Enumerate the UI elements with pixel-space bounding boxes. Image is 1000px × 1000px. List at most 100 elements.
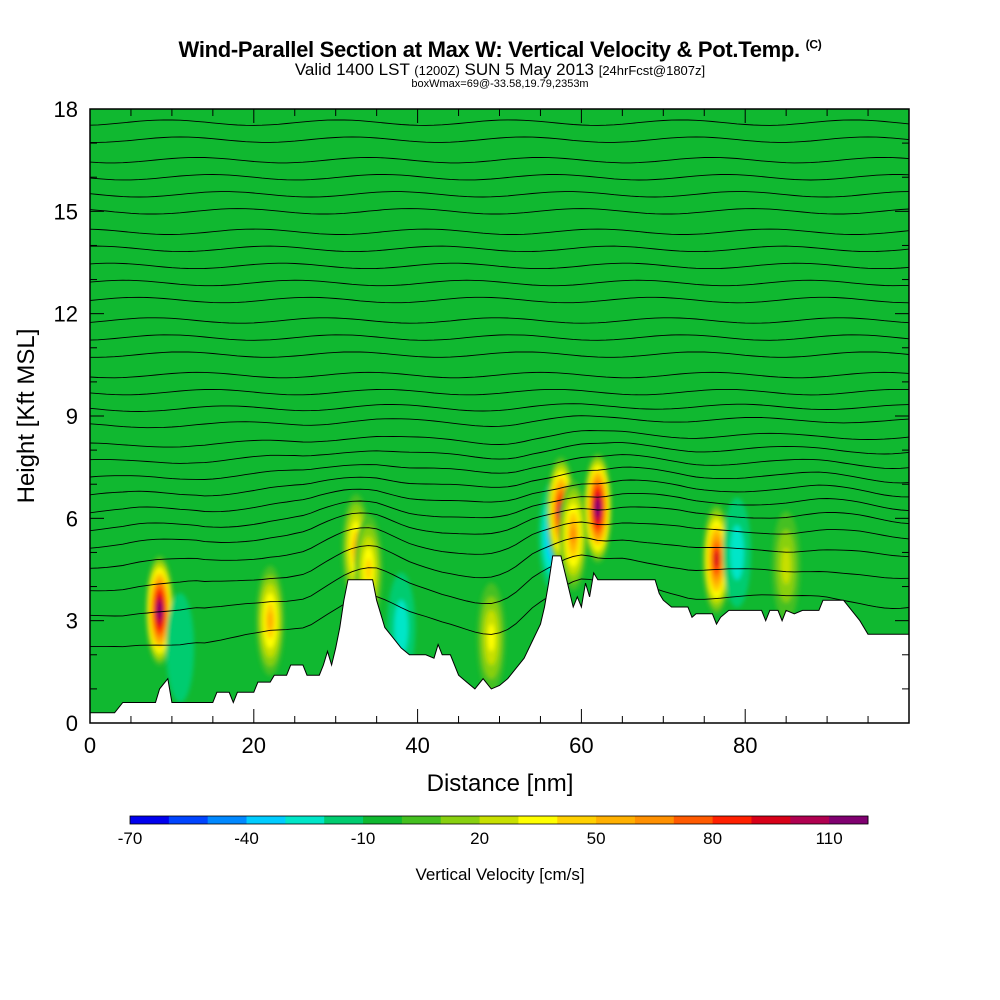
valid-utc: (1200Z) xyxy=(414,63,460,78)
colorbar-tick-label: 80 xyxy=(703,829,722,848)
isentrope-line xyxy=(90,479,909,514)
x-axis-label: Distance [nm] xyxy=(427,770,574,797)
isentrope-line xyxy=(90,430,909,448)
velocity-contour xyxy=(394,599,409,655)
velocity-contour xyxy=(487,623,495,652)
isentrope-line xyxy=(90,388,909,396)
y-tick-label: 15 xyxy=(54,199,78,224)
colorbar-frame xyxy=(129,815,869,825)
velocity-contour xyxy=(570,527,577,544)
forecast-info: [24hrFcst@1807z] xyxy=(598,63,706,78)
x-tick-label: 60 xyxy=(569,733,593,758)
x-tick-label: 40 xyxy=(405,733,429,758)
y-axis: 0 3 6 9 12 15 18 xyxy=(54,97,909,736)
velocity-feature xyxy=(702,504,731,615)
velocity-feature xyxy=(477,582,506,693)
isentrope-line xyxy=(90,245,909,253)
colorbar-tick-label: -40 xyxy=(234,829,259,848)
isentrope-line xyxy=(90,403,909,412)
colorbar-swatch xyxy=(363,816,403,824)
chart-title: Wind-Parallel Section at Max W: Vertical… xyxy=(0,37,1000,63)
isentrope-line xyxy=(90,521,909,569)
isentrope-line xyxy=(90,119,909,126)
isentrope-line xyxy=(90,506,909,549)
isentrope-line xyxy=(90,492,909,532)
x-axis: 0 20 40 60 80 xyxy=(84,109,910,758)
isentrope-line xyxy=(90,415,909,429)
y-axis-label: Height [Kft MSL] xyxy=(13,329,40,504)
colorbar-swatch xyxy=(324,816,364,824)
colorbar-label: Vertical Velocity [cm/s] xyxy=(415,865,584,884)
colorbar-swatch xyxy=(518,816,558,824)
y-tick-label: 9 xyxy=(66,404,78,429)
isentrope-line xyxy=(90,536,909,592)
isentrope-line xyxy=(90,262,909,270)
colorbar-swatch xyxy=(285,816,325,824)
colorbar-swatch xyxy=(246,816,286,824)
isentrope-line xyxy=(90,208,909,215)
velocity-feature xyxy=(723,497,752,608)
colorbar-swatch xyxy=(130,816,170,824)
isentrope-line xyxy=(90,454,909,480)
chart-subtitle: Valid 1400 LST (1200Z) SUN 5 May 2013 [2… xyxy=(0,60,1000,80)
velocity-feature xyxy=(256,565,285,676)
isentrope-line xyxy=(90,296,909,304)
velocity-feature xyxy=(166,592,195,703)
y-tick-label: 12 xyxy=(54,302,78,327)
colorbar-swatch xyxy=(479,816,519,824)
plot-area xyxy=(90,109,909,723)
colorbar-swatch xyxy=(712,816,752,824)
velocity-feature xyxy=(772,511,801,622)
colorbar-tick-label: -10 xyxy=(351,829,376,848)
isentrope-line xyxy=(90,317,909,324)
valid-date: SUN 5 May 2013 xyxy=(464,60,594,79)
velocity-contour xyxy=(365,558,372,581)
isentrope-line xyxy=(90,279,909,287)
isentrope-line xyxy=(90,136,909,143)
colorbar-swatch xyxy=(829,816,869,824)
colorbar-swatch xyxy=(440,816,481,824)
colorbar-swatch xyxy=(557,816,597,824)
y-tick-label: 18 xyxy=(54,97,78,122)
box-info: boxWmax=69@-33.58,19.79,2353m xyxy=(411,78,589,90)
title-main: Wind-Parallel Section at Max W: Vertical… xyxy=(178,37,801,62)
colorbar-tick-labels: -70 -40 -10 20 50 80 110 xyxy=(118,829,843,848)
colorbar-swatch xyxy=(673,816,714,824)
copyright-mark: (C) xyxy=(805,37,822,52)
colorbar-tick-label: 110 xyxy=(816,829,843,848)
isentrope-line xyxy=(90,442,909,464)
y-tick-label: 6 xyxy=(66,506,78,531)
x-tick-label: 80 xyxy=(733,733,757,758)
colorbar-swatch xyxy=(634,816,675,824)
velocity-contour xyxy=(594,500,601,517)
velocity-contour xyxy=(713,551,720,568)
colorbar-swatch xyxy=(790,816,830,824)
colorbar-swatch xyxy=(596,816,636,824)
x-tick-label: 0 xyxy=(84,733,96,758)
colorbar-tick-label: 50 xyxy=(587,829,606,848)
isentrope-line xyxy=(90,156,909,164)
velocity-contour xyxy=(267,611,274,630)
colorbar-swatch xyxy=(751,816,791,824)
velocity-contour xyxy=(781,547,791,585)
isentrope-line xyxy=(90,371,909,379)
velocity-contour xyxy=(730,524,745,580)
y-tick-label: 0 xyxy=(66,711,78,736)
isentrope-line xyxy=(90,334,909,341)
velocity-feature xyxy=(583,453,612,564)
terrain xyxy=(90,555,909,723)
isentrope-line xyxy=(90,554,909,617)
y-tick-label: 3 xyxy=(66,609,78,634)
velocity-contour xyxy=(166,592,195,703)
velocity-contour xyxy=(156,602,163,619)
colorbar-swatch xyxy=(401,816,442,824)
colorbar xyxy=(129,815,869,825)
isentrope-line xyxy=(90,228,909,235)
isentrope-line xyxy=(90,351,909,358)
valid-time: Valid 1400 LST xyxy=(294,60,410,79)
colorbar-swatch xyxy=(168,816,209,824)
isentrope-line xyxy=(90,466,909,497)
isentrope-line xyxy=(90,174,909,181)
x-tick-label: 20 xyxy=(242,733,266,758)
